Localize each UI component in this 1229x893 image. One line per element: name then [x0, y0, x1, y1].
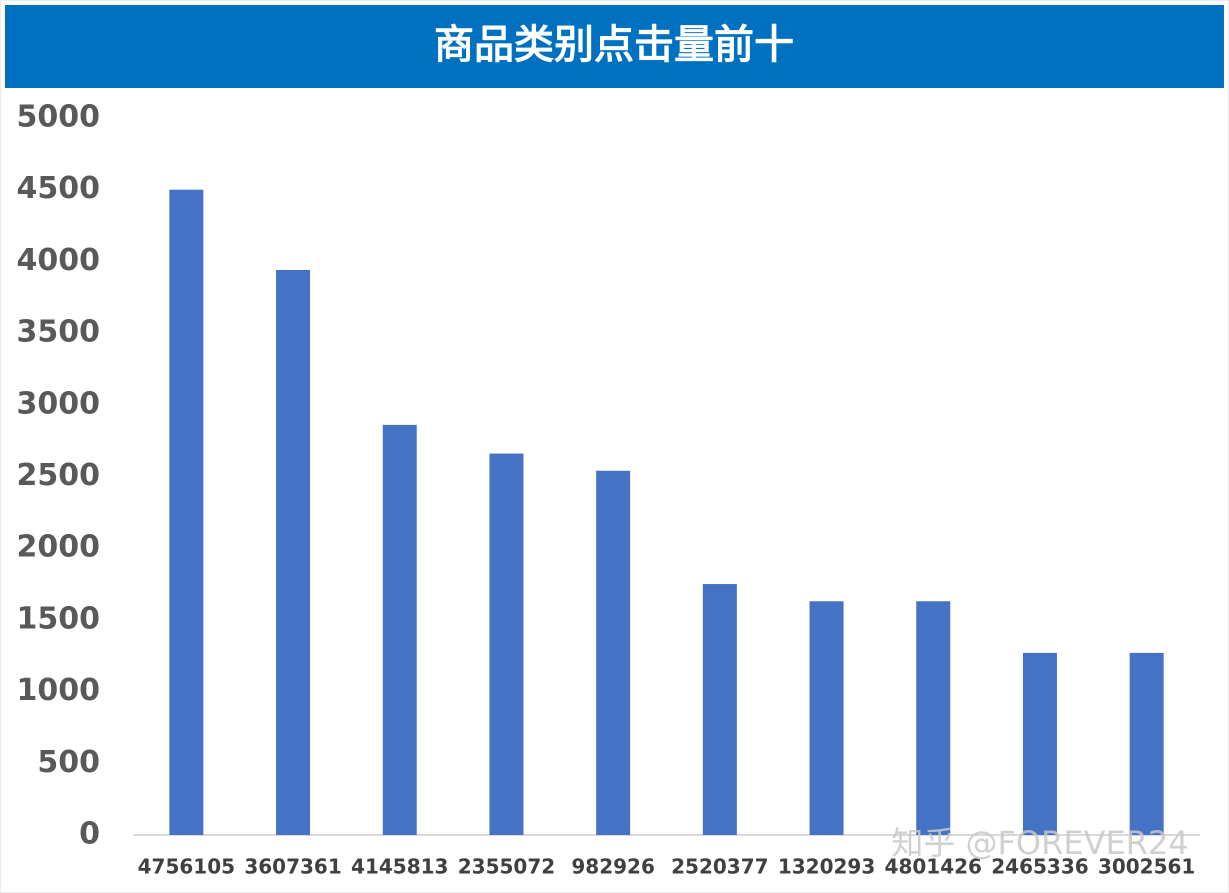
x-tick-label: 3607361 [244, 855, 341, 879]
bar [382, 424, 417, 835]
bar [809, 601, 844, 835]
x-tick-label: 4756105 [138, 855, 235, 879]
watermark: 知乎 @FOREVER24 [891, 824, 1188, 862]
y-tick-label: 0 [79, 817, 100, 852]
bar [596, 470, 631, 835]
title-bar [5, 5, 1224, 88]
y-tick-label: 1000 [17, 673, 101, 708]
bar [1129, 652, 1164, 835]
x-tick-label: 2465336 [991, 855, 1088, 879]
x-tick-label: 2355072 [458, 855, 555, 879]
y-tick-label: 3500 [17, 315, 101, 350]
x-tick-label: 4145813 [351, 855, 448, 879]
y-tick-label: 2000 [17, 530, 101, 565]
y-tick-label: 3000 [17, 386, 101, 421]
y-tick-label: 500 [37, 745, 100, 780]
bar [702, 584, 737, 835]
bar [489, 453, 524, 835]
x-tick-label: 982926 [571, 855, 655, 879]
x-tick-label: 1320293 [778, 855, 875, 879]
bar [1022, 652, 1057, 835]
bar [276, 270, 311, 835]
bar [916, 601, 951, 835]
y-tick-label: 4000 [17, 243, 101, 278]
y-tick-label: 2500 [17, 458, 101, 493]
y-tick-label: 4500 [17, 171, 101, 206]
x-tick-label: 4801426 [885, 855, 982, 879]
x-tick-label: 3002561 [1098, 855, 1195, 879]
y-tick-label: 5000 [17, 100, 101, 135]
bar [169, 189, 204, 835]
chart-title: 商品类别点击量前十 [434, 22, 794, 68]
y-tick-label: 1500 [17, 601, 101, 636]
x-tick-label: 2520377 [671, 855, 768, 879]
